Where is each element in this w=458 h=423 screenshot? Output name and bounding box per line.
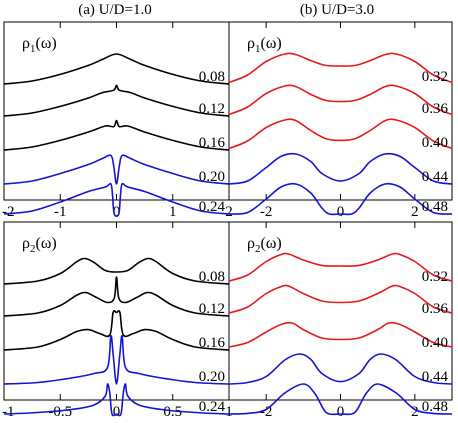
series-label: 0.40 xyxy=(422,135,448,151)
x-tick-label: 0 xyxy=(113,204,121,220)
series-curve-0.40 xyxy=(228,118,453,150)
series-label: 0.44 xyxy=(422,369,449,385)
series-curve-0.32 xyxy=(228,252,453,282)
series-curve-0.24 xyxy=(3,383,230,417)
column-title-a: (a) U/D=1.0 xyxy=(78,2,151,18)
panel-1: -2 -1 0 1 2 ρ1(ω) 0.08 0.12 0.16 0.20 0.24 xyxy=(2,21,233,220)
series-label: 0.32 xyxy=(422,69,448,85)
x-tick-label: -1 xyxy=(54,204,67,220)
series-label: 0.36 xyxy=(422,101,449,117)
x-tick-label: 2 xyxy=(411,404,419,420)
series-curve-0.48 xyxy=(228,383,453,416)
panel-label: ρ1(ω) xyxy=(247,35,282,55)
x-tick-label: -1 xyxy=(2,404,15,420)
series-curve-0.12 xyxy=(3,84,230,117)
series-label: 0.16 xyxy=(199,335,226,351)
series-curve-0.12 xyxy=(3,276,230,317)
series-label: 0.08 xyxy=(199,69,225,85)
series-label: 0.48 xyxy=(422,399,448,415)
series-label: 0.40 xyxy=(422,335,448,351)
x-tick-label: 2 xyxy=(411,204,419,220)
x-tick-label: 2 xyxy=(225,204,233,220)
series-label: 0.20 xyxy=(199,169,225,185)
series-label: 0.24 xyxy=(199,399,226,415)
series-label: 0.20 xyxy=(199,369,225,385)
panel-3: -1 -0.5 0 0.5 1 ρ2(ω) 0.08 0.12 0.16 0.20 0.24 xyxy=(2,221,233,420)
panel-label: ρ1(ω) xyxy=(22,35,57,55)
series-label: 0.24 xyxy=(199,199,226,215)
x-tick-label: 0 xyxy=(337,204,345,220)
x-tick-label: -0.5 xyxy=(48,404,72,420)
x-tick-label: -2 xyxy=(260,204,273,220)
series-label: 0.12 xyxy=(199,101,225,117)
series-curve-0.20 xyxy=(3,335,230,385)
series-curve-0.48 xyxy=(228,182,453,216)
panel-2: -2 0 2 ρ1(ω) 0.32 0.36 0.40 0.44 0.48 xyxy=(228,21,453,220)
series-label: 0.48 xyxy=(422,199,448,215)
series-label: 0.12 xyxy=(199,301,225,317)
x-tick-label: 0.5 xyxy=(163,404,182,420)
panel-label: ρ2(ω) xyxy=(247,235,282,255)
series-label: 0.44 xyxy=(422,169,449,185)
series-curve-0.40 xyxy=(228,321,453,348)
x-tick-label: 0 xyxy=(113,404,121,420)
series-curve-0.20 xyxy=(3,154,230,185)
series-curve-0.08 xyxy=(3,257,230,285)
x-tick-label: -2 xyxy=(2,204,15,220)
series-curve-0.44 xyxy=(228,353,453,385)
x-tick-label: 0 xyxy=(337,404,345,420)
series-curve-0.36 xyxy=(228,284,453,314)
series-curve-0.32 xyxy=(228,52,453,84)
series-label: 0.32 xyxy=(422,269,448,285)
series-curve-0.44 xyxy=(228,152,453,185)
series-label: 0.16 xyxy=(199,135,226,151)
series-curve-0.16 xyxy=(3,310,230,351)
panel-label: ρ2(ω) xyxy=(22,235,57,255)
series-label: 0.36 xyxy=(422,301,449,317)
column-title-b: (b) U/D=3.0 xyxy=(300,2,374,18)
series-curve-0.16 xyxy=(3,119,230,151)
series-curve-0.08 xyxy=(3,53,230,85)
x-tick-label: 1 xyxy=(169,204,177,220)
panel-4: -2 0 2ρ2(ω)0.320.360.400.440.48 xyxy=(228,221,453,420)
x-tick-label: 1 xyxy=(225,404,233,420)
series-curve-0.24 xyxy=(3,182,230,218)
series-label: 0.08 xyxy=(199,269,225,285)
series-curve-0.36 xyxy=(228,84,453,116)
